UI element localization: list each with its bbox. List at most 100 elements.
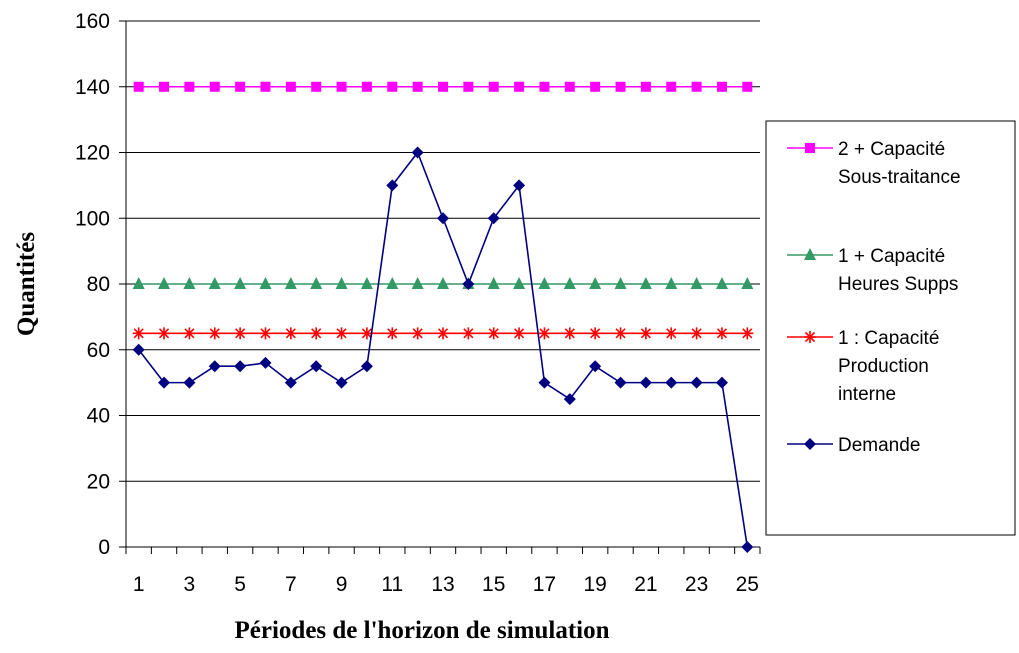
series-2-point-3 — [208, 327, 221, 340]
series-0-point-23 — [716, 81, 727, 92]
series-2-point-12 — [437, 327, 449, 340]
star-stroke — [462, 327, 475, 340]
star-stroke — [437, 327, 449, 340]
legend-label-0: 2 + Capacité — [838, 139, 945, 160]
series-2-point-20 — [639, 327, 652, 340]
y-tick-label: 0 — [98, 536, 110, 559]
y-tick-label: 40 — [87, 405, 110, 428]
legend: 2 + Capacité Sous-traitance 1 + Capacité He… — [787, 139, 961, 456]
star-stroke — [715, 327, 728, 340]
series-0-point-17 — [564, 81, 575, 92]
star-stroke — [690, 327, 703, 340]
series-1 — [132, 277, 754, 289]
star-stroke — [259, 327, 272, 340]
series-2-point-6 — [284, 327, 297, 340]
series-3-point-3 — [208, 360, 221, 373]
series-3-point-0 — [132, 343, 145, 356]
star-stroke — [614, 327, 627, 340]
star-stroke — [513, 327, 526, 340]
legend-entry-1: 1 + Capacité Heures Supps — [787, 246, 958, 295]
series-3-point-23 — [715, 376, 728, 389]
y-tick-label: 140 — [75, 76, 110, 99]
series-0-point-13 — [463, 81, 474, 92]
series-2-point-24 — [741, 327, 754, 340]
star-stroke — [804, 331, 816, 343]
series-1-point-19 — [614, 277, 627, 289]
x-tick-label: 5 — [234, 573, 246, 596]
series-1-point-12 — [437, 277, 449, 289]
series-2-point-9 — [360, 327, 373, 340]
series-0-point-10 — [387, 81, 398, 92]
series-1-point-21 — [665, 277, 678, 289]
legend-marker-1 — [804, 248, 816, 260]
series-3-point-20 — [639, 376, 652, 389]
series-1-point-24 — [741, 277, 754, 289]
star-stroke — [310, 327, 323, 340]
series-0-point-16 — [539, 81, 550, 92]
series-1-point-5 — [259, 277, 272, 289]
series-0-point-19 — [615, 81, 626, 92]
series-0-point-2 — [184, 81, 195, 92]
y-tick-label: 20 — [87, 470, 110, 493]
star-stroke — [234, 327, 247, 340]
series-2-point-0 — [132, 327, 145, 340]
series — [132, 81, 754, 553]
series-1-point-7 — [310, 277, 323, 289]
x-tick-label: 3 — [184, 573, 196, 596]
legend-label-2: Production — [838, 356, 929, 377]
series-1-point-23 — [715, 277, 728, 289]
series-2-point-14 — [487, 327, 500, 340]
y-axis-title: Quantités — [13, 232, 40, 336]
legend-box — [765, 120, 1016, 536]
series-2-point-16 — [538, 327, 551, 340]
series-3-point-21 — [665, 376, 678, 389]
series-2-point-23 — [715, 327, 728, 340]
legend-label-1: 1 + Capacité — [838, 246, 945, 267]
legend-entry-0: 2 + Capacité Sous-traitance — [787, 139, 961, 188]
y-tick-label: 160 — [75, 10, 110, 33]
series-2-point-2 — [183, 327, 196, 340]
series-2-point-1 — [158, 327, 171, 340]
axes — [119, 20, 761, 554]
legend-marker-2 — [804, 331, 816, 343]
y-tick-label: 100 — [75, 207, 110, 230]
series-2-point-15 — [513, 327, 526, 340]
x-axis-title: Périodes de l'horizon de simulation — [235, 617, 610, 644]
star-stroke — [158, 327, 171, 340]
series-0-point-5 — [260, 81, 271, 92]
star-stroke — [183, 327, 196, 340]
legend-label-0: Sous-traitance — [838, 167, 961, 188]
series-0 — [133, 81, 753, 92]
star-stroke — [487, 327, 500, 340]
series-1-point-10 — [386, 277, 399, 289]
series-3-point-18 — [589, 360, 602, 373]
series-2-point-19 — [614, 327, 627, 340]
series-2-point-18 — [589, 327, 602, 340]
series-1-point-17 — [563, 277, 576, 289]
legend-entry-3: Demande — [787, 435, 920, 456]
series-3-point-12 — [437, 212, 449, 225]
series-3-point-13 — [462, 278, 475, 290]
series-0-point-12 — [438, 81, 448, 92]
series-3-point-22 — [690, 376, 703, 389]
series-3-point-16 — [538, 376, 551, 389]
star-stroke — [360, 327, 373, 340]
series-1-point-18 — [589, 277, 602, 289]
series-2-point-13 — [462, 327, 475, 340]
legend-label-3: Demande — [838, 435, 920, 456]
series-2-point-21 — [665, 327, 678, 340]
x-tick-label: 23 — [685, 573, 708, 596]
star-stroke — [386, 327, 399, 340]
series-3-point-5 — [259, 356, 272, 369]
series-3-point-24 — [741, 541, 754, 553]
series-1-point-6 — [284, 277, 297, 289]
series-2-point-22 — [690, 327, 703, 340]
series-3-point-1 — [158, 376, 171, 389]
series-3-point-7 — [310, 360, 323, 373]
y-tick-label: 120 — [75, 142, 110, 165]
series-3-point-11 — [411, 146, 424, 159]
series-2-point-5 — [259, 327, 272, 340]
series-0-point-14 — [488, 81, 499, 92]
